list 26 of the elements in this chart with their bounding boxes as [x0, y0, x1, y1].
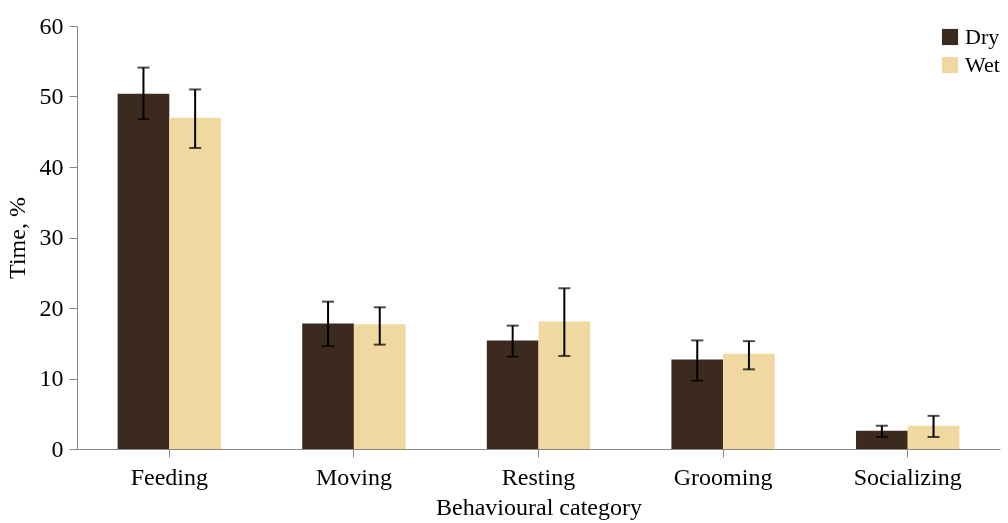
x-axis-title: Behavioural category — [436, 493, 642, 520]
y-tick-label: 60 — [39, 12, 64, 39]
bar — [169, 117, 221, 449]
y-tick-label: 50 — [39, 83, 64, 109]
legend-label: Dry — [965, 24, 1000, 49]
bar — [907, 425, 960, 449]
x-tick-label: Grooming — [673, 463, 773, 490]
x-tick-label: Socializing — [853, 463, 962, 490]
bar — [538, 321, 591, 449]
y-tick-label: 10 — [39, 365, 64, 391]
x-tick-label: Resting — [501, 463, 576, 490]
bar — [117, 93, 170, 449]
bar — [302, 323, 354, 449]
bar — [671, 359, 724, 449]
bar — [856, 430, 908, 449]
bar — [723, 353, 775, 449]
bar — [486, 340, 539, 449]
bar — [353, 324, 406, 449]
y-tick-label: 20 — [39, 294, 64, 321]
legend-label: Wet — [965, 52, 1000, 77]
x-tick-label: Moving — [315, 463, 392, 490]
y-tick-label: 30 — [39, 224, 64, 250]
y-tick-label: 40 — [39, 153, 64, 180]
y-axis-title: Time, % — [3, 197, 30, 279]
x-tick-label: Feeding — [130, 463, 208, 490]
y-tick-label: 0 — [51, 435, 64, 462]
